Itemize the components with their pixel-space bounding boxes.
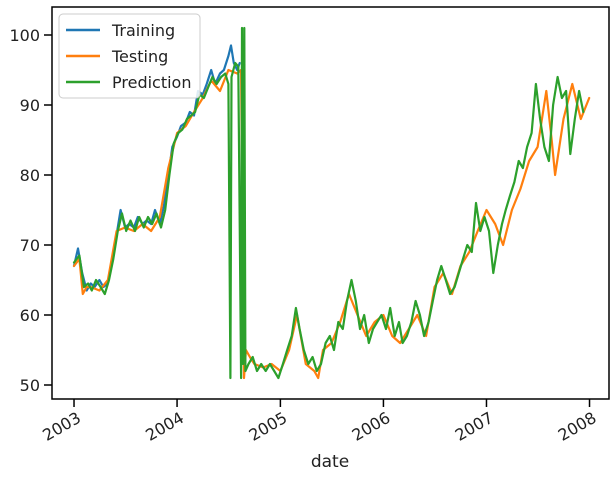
y-tick-label: 50	[20, 376, 40, 395]
y-tick-label: 60	[20, 306, 40, 325]
series-line-prediction	[72, 26, 585, 380]
series-layer	[72, 26, 591, 380]
legend-label-prediction: Prediction	[112, 73, 191, 92]
y-tick-label: 70	[20, 236, 40, 255]
x-axis-label: date	[311, 452, 349, 472]
series-line-testing	[72, 68, 591, 380]
legend: Training Testing Prediction	[58, 13, 201, 99]
legend-label-testing: Testing	[111, 47, 168, 66]
legend-label-training: Training	[111, 21, 175, 40]
legend-box	[58, 13, 201, 99]
y-axis: 50 60 70 80 90 100	[9, 26, 52, 395]
y-tick-label: 80	[20, 166, 40, 185]
y-tick-label: 100	[9, 26, 40, 45]
plot-frame	[51, 6, 610, 400]
y-tick-label: 90	[20, 96, 40, 115]
